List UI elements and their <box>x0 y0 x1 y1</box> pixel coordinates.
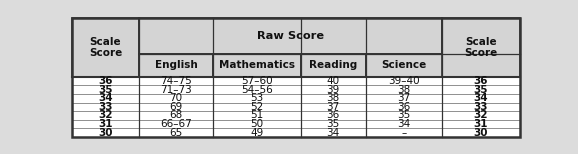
Bar <box>139 111 213 120</box>
Text: 30: 30 <box>474 128 488 138</box>
Bar <box>72 77 139 85</box>
Bar <box>213 111 301 120</box>
Text: English: English <box>154 60 197 70</box>
Bar <box>72 128 139 137</box>
Text: 36: 36 <box>397 102 410 112</box>
Bar <box>301 120 366 128</box>
Bar <box>72 94 139 103</box>
Bar <box>139 85 213 94</box>
Bar <box>442 111 520 120</box>
Bar <box>366 128 442 137</box>
Bar <box>366 111 442 120</box>
Bar <box>72 120 139 128</box>
Text: Raw Score: Raw Score <box>257 31 324 41</box>
Bar <box>139 120 213 128</box>
Text: 31: 31 <box>474 119 488 129</box>
Text: 32: 32 <box>474 110 488 120</box>
Text: 35: 35 <box>327 119 340 129</box>
Bar <box>366 120 442 128</box>
Text: 40: 40 <box>327 76 340 86</box>
Bar <box>301 103 366 111</box>
Bar <box>72 18 139 77</box>
Bar <box>139 128 213 137</box>
Text: 30: 30 <box>98 128 113 138</box>
Text: 38: 38 <box>397 85 410 95</box>
Bar <box>442 77 520 85</box>
Bar <box>366 94 442 103</box>
Text: Reading: Reading <box>309 60 357 70</box>
Bar <box>301 94 366 103</box>
Bar <box>72 103 139 111</box>
Text: 50: 50 <box>250 119 264 129</box>
Bar <box>366 77 442 85</box>
Text: 37: 37 <box>397 93 410 103</box>
Text: 35: 35 <box>474 85 488 95</box>
Bar <box>366 54 442 77</box>
Bar <box>139 103 213 111</box>
Text: 57–60: 57–60 <box>241 76 273 86</box>
Text: –: – <box>401 128 406 138</box>
Bar <box>213 77 301 85</box>
Text: 54–56: 54–56 <box>241 85 273 95</box>
Text: 66–67: 66–67 <box>160 119 192 129</box>
Text: 74–75: 74–75 <box>160 76 192 86</box>
Bar <box>213 85 301 94</box>
Text: 39–40: 39–40 <box>388 76 420 86</box>
Bar <box>72 85 139 94</box>
Text: 34: 34 <box>474 93 488 103</box>
Bar <box>213 94 301 103</box>
Bar <box>442 18 520 77</box>
Text: 49: 49 <box>250 128 264 138</box>
Text: 32: 32 <box>98 110 113 120</box>
Text: Scale
Score: Scale Score <box>89 37 122 58</box>
Bar <box>301 85 366 94</box>
Text: 34: 34 <box>98 93 113 103</box>
Bar <box>301 111 366 120</box>
Bar <box>366 103 442 111</box>
Text: 38: 38 <box>327 93 340 103</box>
Bar <box>213 128 301 137</box>
Bar <box>442 128 520 137</box>
Text: 35: 35 <box>397 110 410 120</box>
Bar <box>213 120 301 128</box>
Bar <box>213 103 301 111</box>
Text: Mathematics: Mathematics <box>219 60 295 70</box>
Text: 33: 33 <box>98 102 113 112</box>
Text: 33: 33 <box>474 102 488 112</box>
Text: 68: 68 <box>169 110 183 120</box>
Bar <box>139 18 442 54</box>
Text: 34: 34 <box>327 128 340 138</box>
Text: 65: 65 <box>169 128 183 138</box>
Bar <box>139 77 213 85</box>
Bar <box>139 54 213 77</box>
Bar <box>442 120 520 128</box>
Text: 52: 52 <box>250 102 264 112</box>
Text: Scale
Score: Scale Score <box>464 37 498 58</box>
Bar <box>72 111 139 120</box>
Bar <box>442 103 520 111</box>
Text: 36: 36 <box>474 76 488 86</box>
Bar <box>301 54 366 77</box>
Text: 37: 37 <box>327 102 340 112</box>
Text: 35: 35 <box>98 85 113 95</box>
Bar <box>442 94 520 103</box>
Text: 53: 53 <box>250 93 264 103</box>
Text: Science: Science <box>381 60 427 70</box>
Bar <box>366 85 442 94</box>
Text: 31: 31 <box>98 119 113 129</box>
Text: 71–73: 71–73 <box>160 85 192 95</box>
Bar <box>213 54 301 77</box>
Bar <box>139 94 213 103</box>
Bar <box>442 85 520 94</box>
Bar <box>301 128 366 137</box>
Bar <box>301 77 366 85</box>
Text: 36: 36 <box>98 76 113 86</box>
Text: 69: 69 <box>169 102 183 112</box>
Text: 51: 51 <box>250 110 264 120</box>
Text: 36: 36 <box>327 110 340 120</box>
Text: 39: 39 <box>327 85 340 95</box>
Text: 34: 34 <box>397 119 410 129</box>
Text: 70: 70 <box>169 93 183 103</box>
